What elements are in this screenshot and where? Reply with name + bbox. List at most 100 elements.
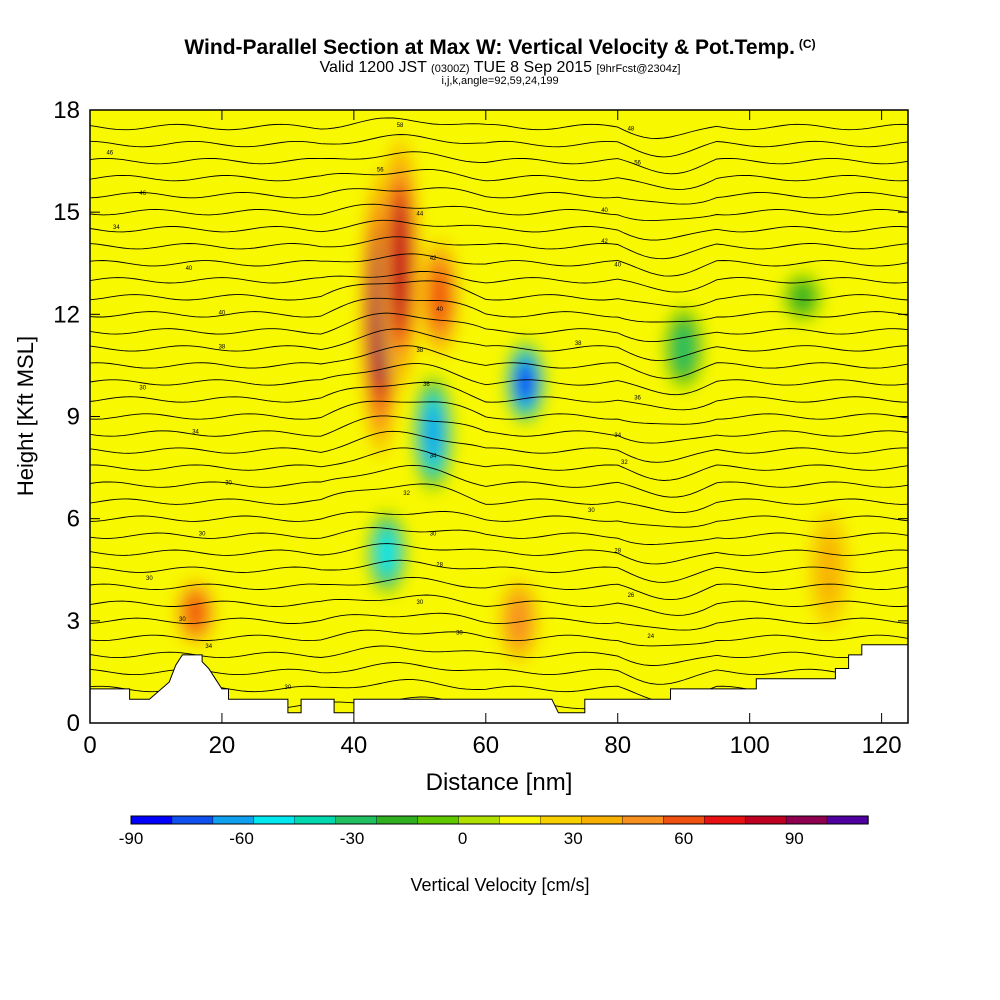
chart-subtitle: Valid 1200 JST (0300Z) TUE 8 Sep 2015 [9… — [0, 59, 1000, 77]
isentrope-label: 40 — [186, 266, 193, 272]
colorbar-swatch — [253, 815, 296, 825]
isentrope-label: 38 — [575, 341, 582, 347]
colorbar-swatch — [663, 815, 705, 825]
isentrope-label: 40 — [601, 208, 608, 214]
isentrope-label: 30 — [285, 685, 292, 691]
isentrope-line — [90, 415, 908, 444]
isentrope-label: 30 — [139, 385, 146, 391]
colorbar-swatch — [704, 815, 746, 825]
isentrope-label: 40 — [614, 263, 621, 269]
isentrope-label: 56 — [634, 160, 641, 166]
isentrope-line — [90, 543, 908, 565]
isentrope-label: 24 — [647, 634, 654, 640]
chart-indices: i,j,k,angle=92,59,24,199 — [441, 75, 559, 87]
title-copyright: (C) — [798, 37, 816, 51]
isentrope-line — [90, 328, 908, 362]
updraft-core-3 — [508, 595, 530, 647]
colorbar-swatch — [458, 815, 501, 825]
colorbar-tick-label: 30 — [564, 829, 583, 848]
colorbar-swatch — [622, 815, 664, 825]
isentrope-line — [90, 363, 908, 396]
downdraft-core-10 — [791, 282, 814, 313]
y-tick-label: 18 — [53, 97, 80, 124]
isentrope-label: 30 — [456, 630, 463, 636]
isentrope-line — [90, 134, 908, 158]
isentrope-label: 44 — [416, 212, 423, 218]
isentrope-label: 42 — [601, 239, 608, 245]
colorbar-tick-label: 60 — [674, 829, 693, 848]
colorbar-tick-label: 0 — [458, 829, 467, 848]
isentrope-line — [90, 381, 908, 411]
isentrope-line — [90, 169, 908, 190]
y-tick-label: 6 — [67, 506, 80, 533]
colorbar-swatch — [744, 815, 787, 825]
isentrope-line — [90, 219, 908, 241]
isentrope-label: 34 — [614, 433, 621, 439]
isentrope-line — [90, 270, 908, 293]
y-tick-label: 0 — [67, 710, 80, 737]
isentrope-line — [90, 576, 908, 601]
isentrope-line — [90, 253, 908, 277]
x-tick-label: 80 — [604, 732, 631, 759]
isentrope-label: 32 — [403, 491, 410, 497]
colorbar-swatch — [826, 815, 869, 825]
terrain-mask — [90, 644, 908, 723]
subtitle-utc: (0300Z) — [431, 63, 470, 75]
y-tick-label: 9 — [67, 404, 80, 431]
isentrope-label: 58 — [397, 123, 404, 129]
x-tick-label: 100 — [730, 732, 770, 759]
isentrope-line — [90, 297, 908, 323]
colorbar-swatch — [212, 815, 255, 825]
y-tick-label: 15 — [53, 199, 80, 226]
subtitle-date: TUE 8 Sep 2015 — [473, 59, 593, 76]
colorbar-tick-label: -90 — [119, 829, 144, 848]
x-axis-label: Distance [nm] — [426, 769, 573, 796]
isentrope-line — [90, 280, 908, 308]
y-tick-label: 12 — [53, 301, 80, 328]
isentrope-label: 42 — [430, 256, 437, 262]
x-tick-label: 120 — [862, 732, 902, 759]
isentrope-line — [90, 203, 908, 222]
x-tick-label: 40 — [341, 732, 368, 759]
isentrope-line — [90, 151, 908, 175]
isentrope-label: 36 — [423, 382, 430, 388]
isentrope-label: 28 — [614, 549, 621, 555]
isentrope-label: 30 — [430, 532, 437, 538]
isentrope-label: 56 — [377, 167, 384, 173]
isentrope-line — [90, 400, 908, 425]
x-tick-label: 60 — [472, 732, 499, 759]
colorbar-tick-label: -30 — [340, 829, 365, 848]
isentrope-label: 46 — [139, 191, 146, 197]
x-tick-label: 20 — [209, 732, 236, 759]
isentrope-label: 34 — [192, 430, 199, 436]
isentrope-label: 30 — [179, 617, 186, 623]
colorbar-swatch — [294, 815, 337, 825]
isentrope-line — [90, 645, 908, 666]
isentrope-label: 30 — [588, 508, 595, 514]
isentrope-label: 30 — [199, 532, 206, 538]
x-tick-label: 0 — [83, 732, 96, 759]
isentrope-label: 30 — [416, 600, 423, 606]
colorbar-swatch — [785, 815, 828, 825]
subtitle-forecast: [9hrFcst@2304z] — [596, 63, 681, 75]
plot-background — [90, 110, 908, 723]
isentrope-line — [90, 430, 908, 463]
colorbar-swatch — [130, 815, 173, 825]
downdraft-core-9 — [674, 325, 694, 372]
isentrope-label: 34 — [430, 453, 437, 459]
isentrope-label: 34 — [205, 644, 212, 650]
isentrope-label: 36 — [634, 395, 641, 401]
colorbar-swatch — [376, 815, 419, 825]
isentrope-label: 30 — [146, 576, 153, 582]
colorbar-frame — [130, 815, 869, 825]
colorbar-swatch — [335, 815, 378, 825]
isentrope-label: 32 — [621, 460, 628, 466]
downdraft-core-7 — [424, 403, 442, 464]
isentrope-line — [90, 483, 908, 514]
chart-title: Wind-Parallel Section at Max W: Vertical… — [184, 36, 816, 59]
colorbar-label: Vertical Velocity [cm/s] — [410, 875, 590, 895]
isentrope-line — [90, 662, 908, 685]
isentrope-line — [90, 187, 908, 205]
colorbar-tick-label: 90 — [785, 829, 804, 848]
